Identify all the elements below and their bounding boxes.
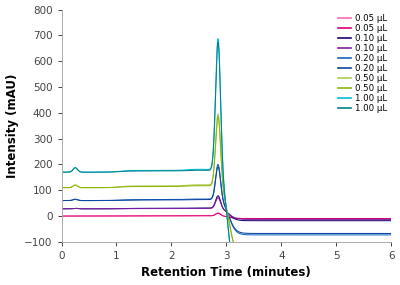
Y-axis label: Intensity (mAU): Intensity (mAU) [6,74,18,178]
X-axis label: Retention Time (minutes): Retention Time (minutes) [142,266,311,280]
Legend: 0.05 μL, 0.05 μL, 0.10 μL, 0.10 μL, 0.20 μL, 0.20 μL, 0.50 μL, 0.50 μL, 1.00 μL,: 0.05 μL, 0.05 μL, 0.10 μL, 0.10 μL, 0.20… [335,11,390,117]
